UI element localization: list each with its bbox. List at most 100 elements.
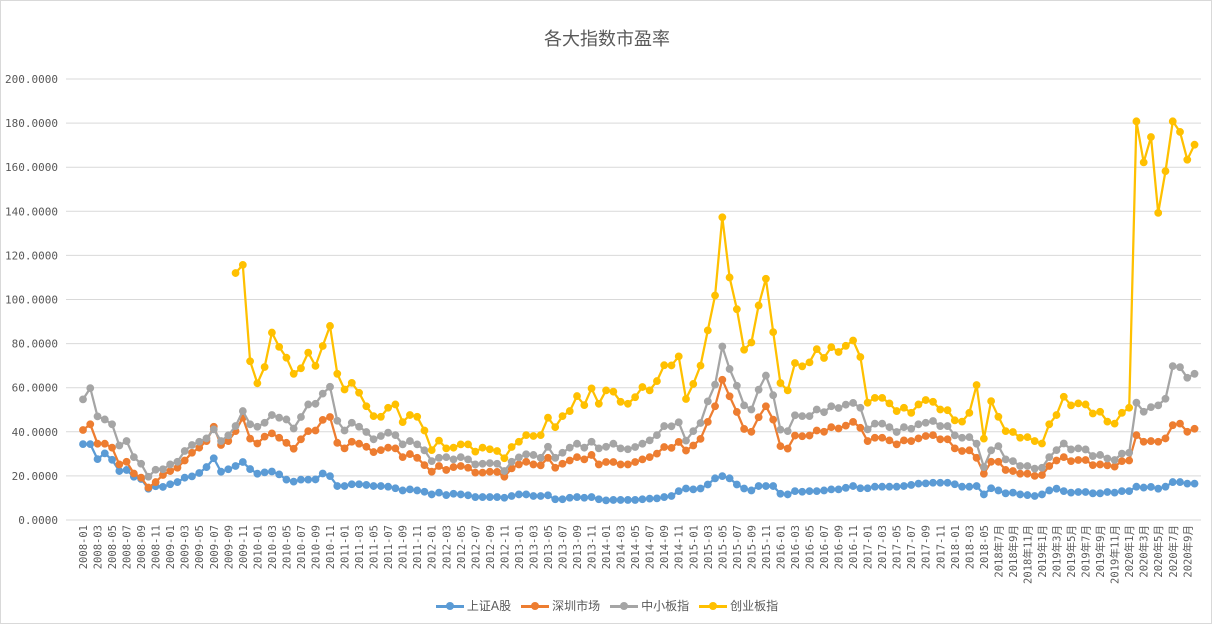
data-point-4 (485, 445, 494, 454)
data-point-4 (304, 348, 313, 357)
data-point-1 (667, 492, 676, 500)
data-point-2 (769, 415, 778, 424)
x-tick-label: 2008-05 (107, 525, 119, 569)
data-point-1 (1023, 491, 1032, 499)
data-point-1 (841, 483, 850, 492)
data-point-3 (304, 400, 313, 409)
data-point-1 (921, 479, 930, 488)
data-point-2 (870, 433, 879, 442)
data-point-3 (369, 435, 378, 444)
data-point-4 (841, 341, 850, 350)
data-point-1 (159, 483, 167, 491)
data-point-4 (965, 408, 974, 417)
data-point-1 (703, 480, 712, 489)
data-point-2 (376, 446, 385, 455)
data-point-1 (435, 488, 443, 497)
data-point-3 (1001, 455, 1010, 464)
x-tick-label: 2009-01 (165, 525, 177, 569)
x-tick-label: 2010-03 (267, 525, 279, 569)
data-point-4 (318, 342, 327, 350)
data-point-2 (958, 447, 966, 455)
x-tick-label: 2012-07 (470, 525, 482, 569)
data-point-4 (1023, 433, 1032, 441)
data-point-4 (1168, 117, 1177, 126)
data-point-1 (376, 482, 385, 490)
x-tick-label: 2019年9月 (1094, 525, 1107, 578)
data-point-4 (638, 383, 647, 391)
data-point-4 (1030, 437, 1039, 445)
data-point-4 (900, 403, 908, 412)
data-point-1 (979, 490, 988, 499)
data-point-3 (384, 428, 393, 437)
x-tick-label: 2019年3月 (1051, 525, 1064, 578)
data-point-3 (1023, 462, 1032, 470)
data-point-4 (297, 364, 305, 373)
data-point-3 (1139, 407, 1148, 416)
data-point-3 (500, 467, 509, 475)
data-point-1 (217, 467, 225, 476)
data-point-2 (747, 427, 756, 436)
data-point-4 (674, 352, 683, 361)
data-point-1 (522, 490, 531, 499)
data-point-1 (1045, 486, 1054, 495)
data-point-2 (885, 436, 894, 445)
data-point-2 (602, 458, 610, 466)
data-point-2 (435, 462, 443, 470)
x-tick-label: 2020年3月 (1138, 525, 1151, 578)
legend-item: 创业板指 (699, 597, 778, 614)
data-point-4 (994, 412, 1003, 421)
y-tick-label: 120.0000 (5, 249, 58, 262)
data-point-3 (1190, 369, 1199, 378)
data-point-1 (1103, 488, 1112, 496)
data-point-3 (762, 371, 770, 380)
data-point-2 (863, 437, 872, 445)
data-point-2 (1168, 421, 1177, 430)
data-point-4 (1038, 439, 1046, 448)
data-point-2 (1117, 457, 1126, 466)
data-point-1 (115, 467, 124, 475)
data-point-3 (776, 425, 785, 434)
data-point-4 (594, 399, 603, 408)
data-point-3 (667, 422, 676, 431)
y-tick-label: 180.0000 (5, 117, 58, 130)
data-point-4 (515, 437, 523, 446)
data-point-2 (427, 467, 436, 476)
data-point-1 (515, 490, 523, 499)
x-tick-label: 2011-09 (398, 525, 410, 569)
data-point-2 (594, 460, 603, 469)
data-point-3 (79, 395, 87, 404)
data-point-4 (427, 446, 436, 455)
x-tick-label: 2012-09 (485, 525, 497, 569)
data-point-2 (994, 457, 1003, 466)
data-point-1 (573, 493, 581, 501)
data-point-3 (580, 443, 589, 452)
data-point-4 (267, 328, 276, 337)
data-point-3 (209, 425, 218, 434)
data-point-1 (1190, 479, 1199, 488)
data-point-4 (471, 447, 480, 456)
x-tick-label: 2016-05 (805, 525, 817, 569)
data-point-2 (311, 426, 320, 435)
data-point-1 (645, 494, 654, 503)
data-point-2 (1139, 437, 1148, 446)
data-point-2 (1030, 472, 1039, 480)
data-point-3 (674, 418, 683, 427)
data-point-4 (878, 393, 887, 402)
data-point-3 (616, 444, 625, 453)
data-point-1 (820, 486, 828, 495)
data-point-2 (987, 457, 996, 466)
data-point-1 (485, 493, 494, 501)
data-point-2 (1023, 469, 1032, 478)
data-point-4 (718, 213, 727, 222)
data-point-1 (551, 495, 560, 504)
data-point-4 (282, 353, 291, 362)
x-tick-label: 2016-11 (848, 525, 860, 569)
data-point-4 (856, 353, 865, 361)
data-point-1 (478, 493, 487, 501)
data-point-3 (442, 453, 451, 462)
x-tick-label: 2014-07 (645, 525, 657, 569)
data-point-1 (914, 479, 923, 488)
data-point-2 (653, 449, 661, 458)
data-point-2 (522, 457, 531, 466)
data-point-1 (427, 490, 436, 499)
